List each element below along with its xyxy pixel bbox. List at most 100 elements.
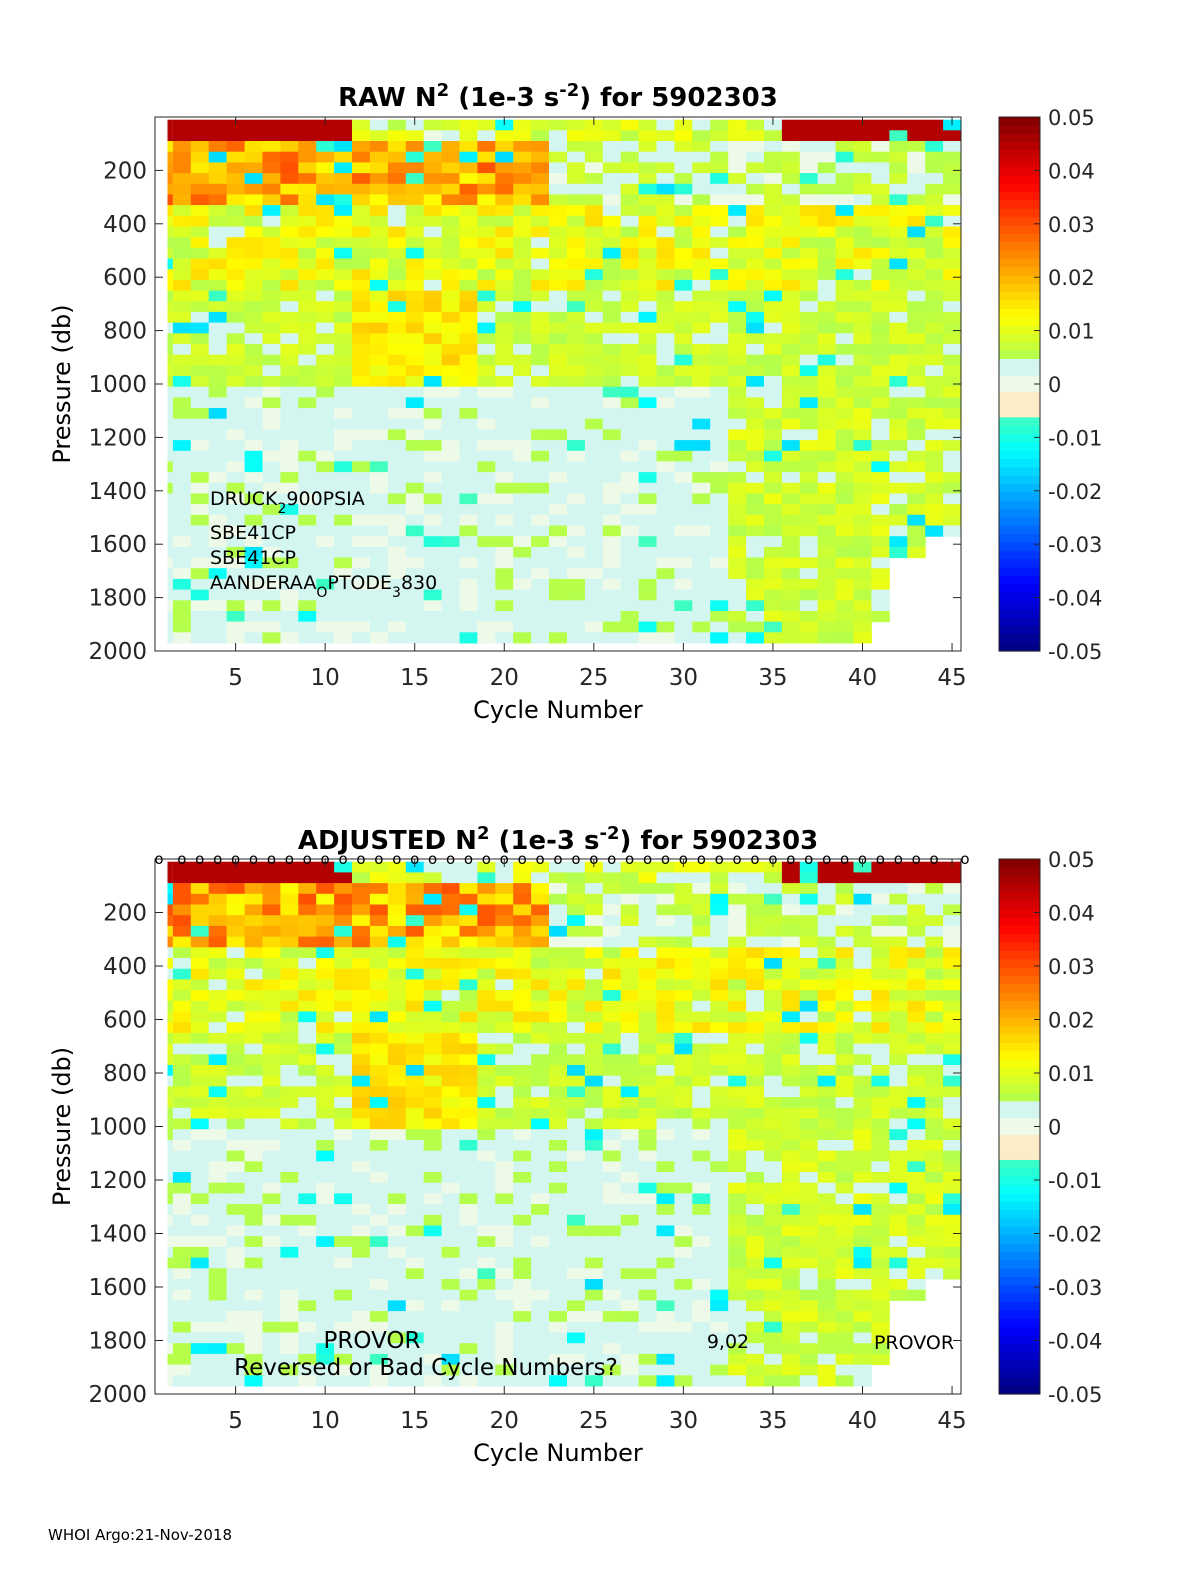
- heatmap-cell: [244, 861, 263, 873]
- heatmap-cell: [925, 1150, 944, 1162]
- colorbar-swatch: [999, 192, 1040, 202]
- heatmap-cell: [226, 162, 245, 174]
- colorbar-tick-label: -0.01: [1048, 1169, 1102, 1193]
- heatmap-cell: [226, 130, 245, 142]
- heatmap-cell: [835, 301, 854, 313]
- heatmap-cell: [620, 269, 640, 281]
- heatmap-cell: [405, 536, 425, 548]
- heatmap-cell: [190, 386, 210, 398]
- heatmap-cell: [567, 173, 586, 185]
- heatmap-cell: [167, 237, 173, 249]
- heatmap-cell: [387, 141, 407, 153]
- heatmap-cell: [226, 1032, 245, 1045]
- colorbar-swatch: [999, 525, 1040, 535]
- heatmap-cell: [925, 1043, 944, 1055]
- cycle-marker: o: [356, 850, 365, 868]
- heatmap-cell: [549, 301, 568, 313]
- heatmap-cell: [692, 429, 711, 441]
- heatmap-cell: [584, 269, 604, 281]
- heatmap-cell: [244, 408, 263, 420]
- x-tick-label: 40: [848, 1408, 877, 1434]
- heatmap-cell: [656, 968, 675, 980]
- heatmap-cell: [226, 600, 245, 612]
- heatmap-cell: [764, 514, 783, 526]
- heatmap-cell: [799, 504, 819, 516]
- heatmap-cell: [477, 173, 496, 185]
- heatmap-cell: [190, 1011, 210, 1023]
- heatmap-cell: [584, 1375, 604, 1387]
- heatmap-cell: [602, 279, 622, 292]
- heatmap-cell: [495, 418, 514, 430]
- heatmap-cell: [746, 990, 765, 1002]
- heatmap-cell: [889, 1022, 908, 1034]
- heatmap-cell: [907, 162, 926, 174]
- heatmap-cell: [167, 354, 173, 366]
- heatmap-cell: [423, 1118, 443, 1130]
- heatmap-cell: [602, 301, 622, 313]
- heatmap-cell: [262, 1300, 281, 1312]
- heatmap-cell: [167, 872, 173, 884]
- heatmap-cell: [477, 1065, 496, 1077]
- heatmap-cell: [280, 1332, 299, 1344]
- heatmap-cell: [405, 883, 425, 895]
- colorbar-swatch: [999, 1017, 1040, 1027]
- heatmap-cell: [656, 504, 675, 516]
- heatmap-cell: [405, 947, 425, 959]
- heatmap-cell: [495, 1311, 514, 1323]
- heatmap-cell: [835, 632, 854, 644]
- heatmap-cell: [244, 247, 263, 259]
- heatmap-cell: [799, 1011, 819, 1023]
- heatmap-cell: [746, 1129, 765, 1141]
- heatmap-cell: [728, 632, 747, 644]
- heatmap-cell: [710, 1300, 729, 1312]
- colorbar-swatch: [999, 442, 1040, 452]
- heatmap-cell: [817, 968, 837, 980]
- heatmap-cell: [835, 514, 854, 526]
- heatmap-cell: [167, 1257, 173, 1269]
- heatmap-cell: [799, 904, 819, 916]
- heatmap-cell: [584, 290, 604, 302]
- heatmap-cell: [172, 215, 192, 227]
- heatmap-cell: [513, 990, 532, 1002]
- heatmap-cell: [387, 322, 407, 334]
- heatmap-cell: [674, 365, 693, 377]
- heatmap-cell: [602, 226, 622, 238]
- heatmap-cell: [441, 1214, 460, 1226]
- heatmap-cell: [387, 258, 407, 270]
- heatmap-cell: [280, 947, 299, 959]
- heatmap-cell: [889, 119, 908, 131]
- heatmap-cell: [441, 1311, 460, 1323]
- sensor-annotations: DRUCK2900PSIA SBE41CP SBE41CP AANDERAAOP…: [210, 488, 437, 601]
- heatmap-cell: [620, 450, 640, 462]
- heatmap-cell: [871, 205, 890, 217]
- heatmap-cell: [602, 247, 622, 259]
- heatmap-cell: [369, 1107, 389, 1119]
- heatmap-cell: [262, 1022, 281, 1034]
- heatmap-cell: [352, 386, 371, 398]
- heatmap-cell: [531, 1032, 550, 1045]
- heatmap-cell: [656, 183, 675, 195]
- heatmap-cell: [728, 418, 747, 430]
- heatmap-cell: [244, 557, 263, 569]
- heatmap-cell: [620, 1118, 640, 1130]
- heatmap-cell: [584, 429, 604, 441]
- heatmap-cell: [167, 514, 173, 526]
- heatmap-cell: [602, 290, 622, 302]
- heatmap-cell: [692, 130, 711, 142]
- heatmap-cell: [889, 947, 908, 959]
- heatmap-cell: [871, 408, 890, 420]
- heatmap-cell: [352, 1065, 371, 1077]
- heatmap-cell: [674, 493, 693, 505]
- heatmap-cell: [477, 883, 496, 895]
- heatmap-cell: [602, 1279, 622, 1291]
- heatmap-cell: [244, 936, 263, 948]
- heatmap-cell: [781, 258, 801, 270]
- heatmap-cell: [244, 621, 263, 633]
- heatmap-cell: [692, 1193, 711, 1205]
- heatmap-cell: [369, 151, 389, 163]
- heatmap-cell: [387, 365, 407, 377]
- heatmap-cell: [638, 1150, 657, 1162]
- heatmap-cell: [710, 958, 729, 970]
- heatmap-cell: [298, 979, 317, 991]
- heatmap-cell: [549, 1214, 568, 1226]
